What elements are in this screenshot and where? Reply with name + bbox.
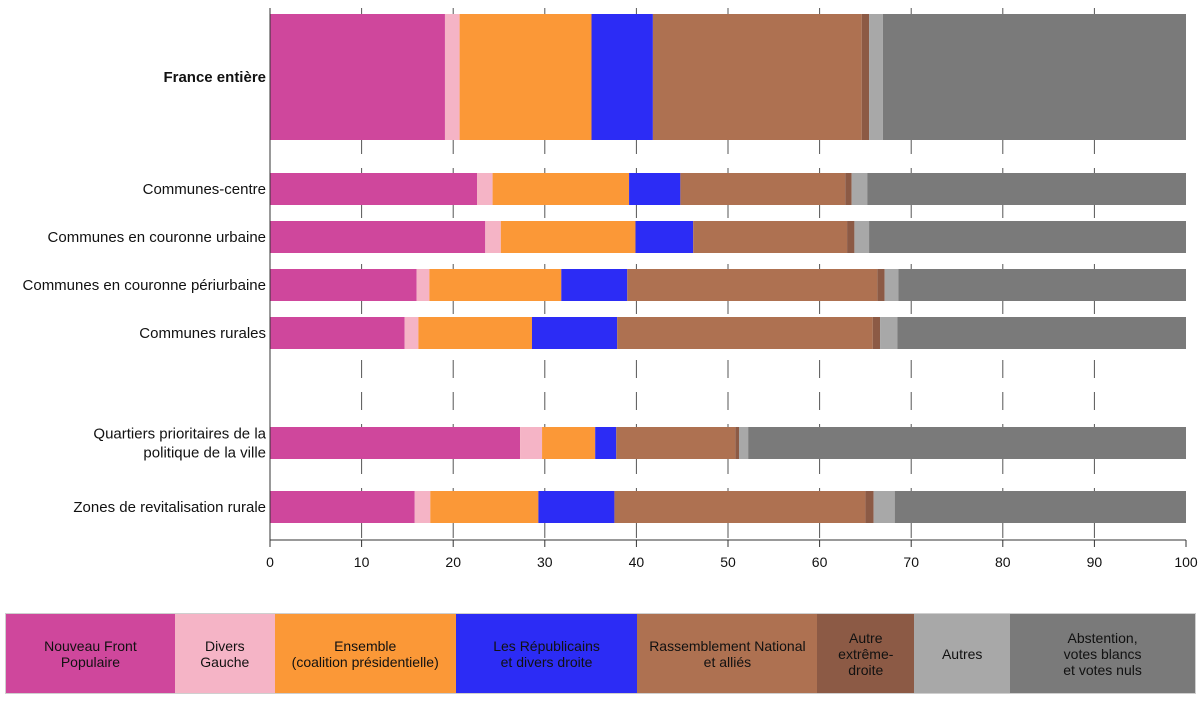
category-label: Zones de revitalisation rurale <box>73 499 266 516</box>
legend-label: Les Républicains et divers droite <box>493 637 600 670</box>
x-tick-label: 90 <box>1087 554 1103 570</box>
legend-item: Rassemblement National et alliés <box>637 614 818 693</box>
legend-label: Autre extrême-droite <box>838 629 894 678</box>
x-tick-label: 30 <box>537 554 553 570</box>
x-tick-label: 20 <box>445 554 461 570</box>
bar-segment <box>270 221 486 253</box>
x-tick-label: 70 <box>903 554 919 570</box>
legend-item: Ensemble (coalition présidentielle) <box>274 614 456 693</box>
legend-label: Autres <box>941 645 983 662</box>
legend-label: Ensemble (coalition présidentielle) <box>291 637 439 670</box>
bar-segment <box>270 269 417 301</box>
bar-segment <box>414 491 431 523</box>
legend-label: Nouveau Front Populaire <box>44 637 137 670</box>
bar-segment <box>538 491 615 523</box>
bar-segment <box>270 427 521 459</box>
bar-segment <box>652 14 862 140</box>
legend-item: Divers Gauche <box>174 614 275 693</box>
bar-segment <box>680 173 846 205</box>
bar-segment <box>616 427 736 459</box>
bar-segment <box>884 269 899 301</box>
x-tick-label: 0 <box>266 554 274 570</box>
category-label: Quartiers prioritaires de la politique de… <box>93 426 266 462</box>
bar-segment <box>629 173 681 205</box>
x-tick-label: 60 <box>812 554 828 570</box>
bar-segment <box>500 221 636 253</box>
legend-label: Rassemblement National et alliés <box>649 637 806 670</box>
legend-item: Les Républicains et divers droite <box>455 614 638 693</box>
bar-segment <box>877 269 885 301</box>
bar-segment <box>894 491 1186 523</box>
bar-segment <box>867 173 1186 205</box>
legend-item: Abstention, votes blancs et votes nuls <box>1010 614 1195 693</box>
bar-segment <box>542 427 596 459</box>
legend-item: Nouveau Front Populaire <box>6 614 175 693</box>
bar-segment <box>748 427 1186 459</box>
legend-item: Autre extrême-droite <box>817 614 915 693</box>
bar-segment <box>416 269 430 301</box>
category-label: Communes-centre <box>143 181 266 198</box>
bar-segment <box>627 269 878 301</box>
bar-segment <box>873 491 895 523</box>
x-tick-label: 40 <box>629 554 645 570</box>
category-label: Communes en couronne périurbaine <box>23 277 266 294</box>
x-tick-label: 80 <box>995 554 1011 570</box>
bar-segment <box>735 427 739 459</box>
category-label: France entière <box>163 69 266 86</box>
bar-segment <box>872 317 881 349</box>
bar-segment <box>270 317 405 349</box>
bar-segment <box>898 269 1186 301</box>
bar-segment <box>520 427 543 459</box>
bars <box>270 14 1186 523</box>
legend-label: Divers Gauche <box>200 637 250 670</box>
bar-segment <box>485 221 501 253</box>
bar-segment <box>854 221 870 253</box>
bar-segment <box>847 221 855 253</box>
bar-segment <box>845 173 852 205</box>
bar-segment <box>444 14 460 140</box>
bar-segment <box>561 269 628 301</box>
legend-item: Autres <box>914 614 1011 693</box>
bar-segment <box>614 491 866 523</box>
stacked-bar-chart: 0 10 20 30 40 50 60 70 80 90 100 France entière Com… <box>23 8 1198 570</box>
bar-segment <box>459 14 592 140</box>
category-label: Communes en couronne urbaine <box>48 229 266 246</box>
bar-segment <box>270 491 415 523</box>
bar-segment <box>531 317 618 349</box>
bar-segment <box>869 14 883 140</box>
x-tick-label: 50 <box>720 554 736 570</box>
bar-segment <box>418 317 532 349</box>
legend-label: Abstention, votes blancs et votes nuls <box>1063 629 1142 678</box>
x-tick-label: 10 <box>354 554 370 570</box>
x-tick-label: 100 <box>1174 554 1198 570</box>
x-axis: 0 10 20 30 40 50 60 70 80 90 100 <box>266 8 1198 570</box>
bar-segment <box>591 14 653 140</box>
bar-segment <box>865 491 874 523</box>
bar-segment <box>617 317 873 349</box>
bar-segment <box>270 173 478 205</box>
bar-segment <box>882 14 1186 140</box>
bar-segment <box>430 491 539 523</box>
bar-segment <box>492 173 630 205</box>
bar-segment <box>477 173 493 205</box>
category-labels: France entière Communes-centre Communes en… <box>23 69 267 516</box>
bar-segment <box>861 14 870 140</box>
bar-segment <box>429 269 562 301</box>
bar-segment <box>738 427 749 459</box>
category-label: Communes rurales <box>139 325 266 342</box>
bar-segment <box>270 14 445 140</box>
bar-segment <box>897 317 1186 349</box>
bar-segment <box>404 317 419 349</box>
bar-segment <box>869 221 1186 253</box>
bar-segment <box>635 221 694 253</box>
legend: Nouveau Front Populaire Divers Gauche Ense… <box>5 613 1196 694</box>
bar-segment <box>693 221 848 253</box>
bar-segment <box>851 173 868 205</box>
bar-segment <box>880 317 898 349</box>
bar-segment <box>595 427 617 459</box>
